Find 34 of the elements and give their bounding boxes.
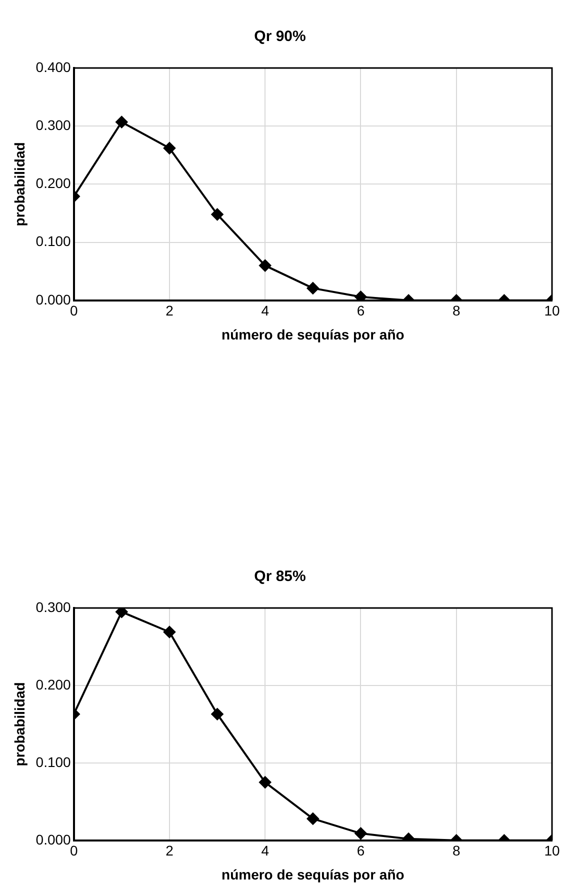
y-tick-label: 0.100	[36, 233, 72, 250]
x-axis-title: número de sequías por año	[222, 326, 404, 342]
y-tick-label: 0.000	[36, 831, 72, 848]
x-tick-label: 2	[166, 302, 174, 319]
chart-title: Qr 85%	[254, 568, 306, 586]
y-tick-label: 0.100	[36, 754, 72, 770]
y-tick-label: 0.200	[36, 175, 72, 192]
point	[116, 116, 128, 128]
y-axis-title: probabilidad	[11, 682, 28, 766]
point	[211, 708, 224, 720]
x-tick-label: 4	[261, 302, 270, 319]
point	[354, 290, 367, 300]
y-tick-label: 0.300	[36, 598, 72, 615]
x-tick-label: 10	[544, 302, 560, 319]
y-tick-label: 0.000	[36, 291, 72, 308]
x-tick-label: 6	[356, 842, 365, 859]
x-tick-label: 2	[166, 842, 174, 859]
y-tick-label: 0.300	[36, 116, 72, 133]
point	[163, 142, 176, 154]
chart-title: Qr 90%	[254, 28, 306, 46]
x-tick-label: 4	[261, 842, 270, 859]
y-tick-label: 0.400	[36, 58, 72, 75]
y-tick-label: 0.200	[36, 676, 72, 692]
x-tick-label: 8	[452, 302, 460, 319]
x-tick-label: 8	[452, 842, 460, 859]
point	[163, 626, 176, 638]
y-axis-title: probabilidad	[11, 142, 28, 226]
x-tick-label: 0	[70, 302, 78, 319]
x-tick-label: 0	[70, 842, 78, 859]
x-tick-label: 10	[544, 842, 560, 859]
x-axis-title: número de sequías por año	[222, 866, 404, 882]
point	[211, 208, 224, 220]
x-tick-label: 6	[356, 302, 365, 319]
point	[116, 608, 128, 618]
